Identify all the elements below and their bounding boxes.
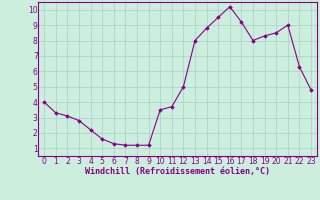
X-axis label: Windchill (Refroidissement éolien,°C): Windchill (Refroidissement éolien,°C) bbox=[85, 167, 270, 176]
